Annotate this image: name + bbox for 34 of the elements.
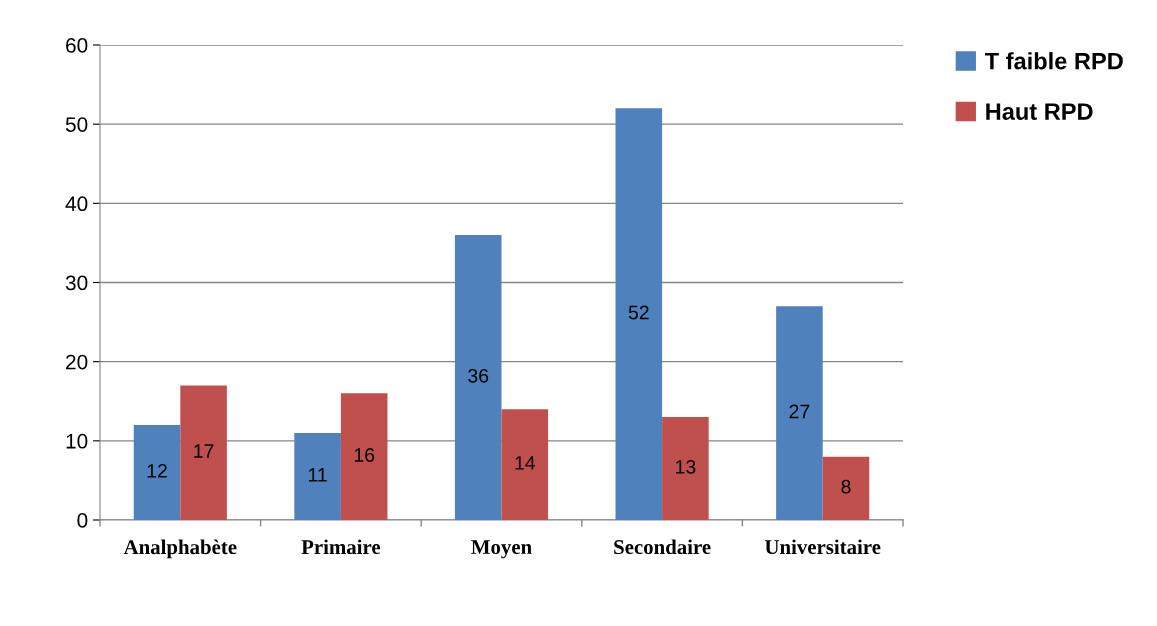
bar [340,393,388,520]
y-tick-label: 10 [66,433,88,449]
legend-label: Haut RPD [986,103,1093,120]
bar [822,456,870,520]
data-label: 36 [468,368,489,383]
x-tick-label: Moyen [471,540,532,559]
bar [615,108,663,520]
y-tick-label: 30 [65,275,88,291]
bar [776,306,823,520]
data-label: 13 [676,459,696,474]
y-tick-label: 40 [65,196,88,212]
x-tick-label: Analphabète [123,539,237,559]
y-tick-label: 20 [66,354,88,370]
bar [454,235,502,520]
y-tick-label: 50 [65,117,88,132]
data-label: 12 [147,463,167,478]
bar [133,425,181,520]
y-tick-label: 60 [66,38,88,53]
x-tick-label: Universitaire [764,539,881,555]
data-label: 27 [789,404,810,419]
bar [180,385,227,520]
legend-label: T faible RPD [984,52,1123,70]
data-label: 11 [309,468,327,482]
data-label: 8 [841,479,851,494]
data-label: 52 [628,305,649,320]
data-label: 14 [515,456,536,470]
data-label: 17 [194,444,214,458]
bar [501,409,549,520]
x-tick-label: Primaire [301,539,381,555]
data-label: 16 [354,448,375,462]
bar [294,432,341,520]
x-tick-label: Secondaire [614,539,711,555]
y-tick-label: 0 [77,513,88,528]
bar [662,417,709,520]
